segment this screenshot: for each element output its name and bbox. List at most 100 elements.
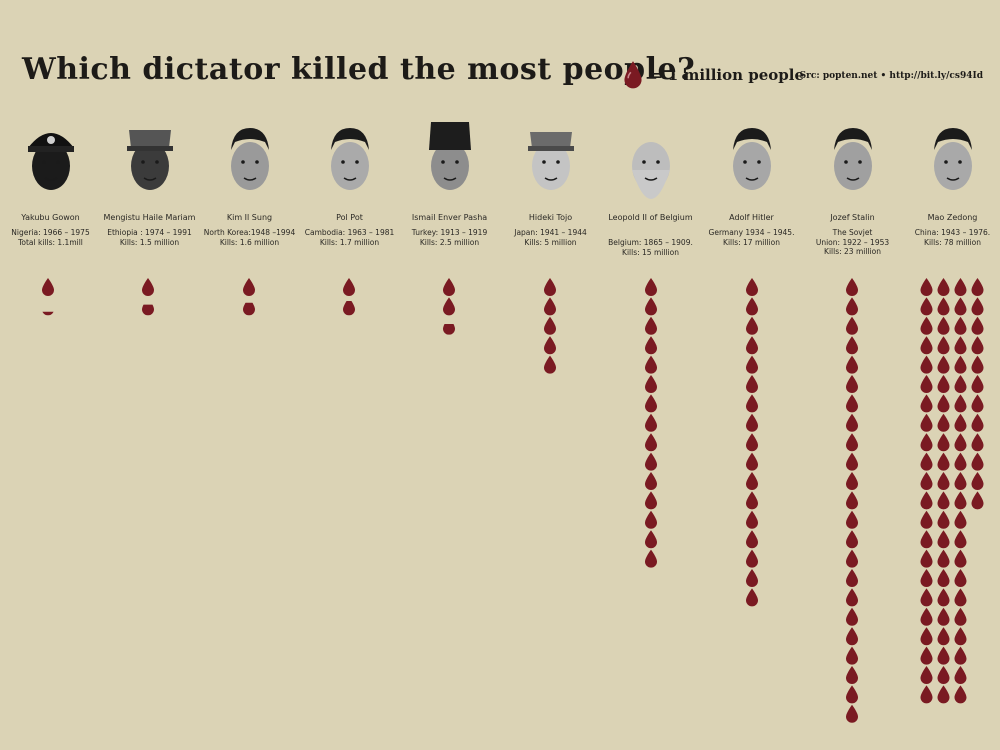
blood-drop-mark bbox=[846, 569, 858, 587]
blood-drop-mark bbox=[971, 394, 984, 413]
blood-drop-mark bbox=[746, 549, 758, 568]
blood-drop-mark bbox=[937, 413, 950, 432]
blood-drop-mark bbox=[937, 472, 950, 491]
blood-drop-mark bbox=[937, 685, 950, 704]
blood-drop-mark bbox=[937, 510, 950, 529]
dictator-column: Kim Il Sung North Korea:1948 –1994 Kills:… bbox=[199, 118, 300, 247]
blood-drop-mark bbox=[746, 569, 758, 587]
portrait-icon bbox=[631, 142, 670, 199]
blood-drop-mark bbox=[746, 278, 758, 296]
legend-label: = 1 million people bbox=[650, 66, 805, 84]
blood-drop-mark bbox=[920, 588, 933, 607]
dictator-name: Adolf Hitler bbox=[729, 213, 774, 222]
blood-drop-mark bbox=[746, 472, 758, 490]
blood-drop-mark bbox=[846, 685, 858, 704]
blood-drop-mark bbox=[544, 297, 556, 316]
blood-drop-mark bbox=[920, 549, 933, 568]
portrait-icon bbox=[126, 130, 173, 190]
blood-drop-mark bbox=[920, 336, 933, 355]
portrait-icon bbox=[428, 122, 471, 190]
dictator-name: Ismail Enver Pasha bbox=[411, 213, 488, 222]
blood-drop-mark bbox=[846, 627, 858, 646]
dictator-info: Japan: 1941 – 1944 Kills: 5 million bbox=[514, 228, 587, 247]
blood-drop-mark bbox=[971, 452, 984, 471]
blood-drop-mark bbox=[846, 491, 858, 510]
dictator-info: Nigeria: 1966 – 1975 Total kills: 1.1mil… bbox=[11, 228, 90, 247]
blood-drop-mark bbox=[846, 278, 858, 296]
blood-drop-mark bbox=[937, 627, 950, 646]
blood-drop-mark bbox=[746, 433, 758, 452]
blood-drop-mark bbox=[920, 472, 933, 491]
blood-drop-mark bbox=[954, 549, 967, 568]
blood-drop-mark bbox=[920, 452, 933, 471]
dictator-column: Hideki Tojo Japan: 1941 – 1944 Kills: 5 m… bbox=[500, 118, 601, 247]
blood-drop-mark bbox=[954, 316, 967, 335]
blood-drop-mark bbox=[937, 569, 950, 587]
blood-drop-partial-mark bbox=[343, 301, 355, 316]
blood-drop-mark bbox=[954, 646, 967, 665]
dictator-name: Jozef Stalin bbox=[830, 213, 875, 222]
blood-drop-mark bbox=[746, 491, 758, 510]
blood-drop-mark bbox=[971, 472, 984, 491]
blood-drop-mark bbox=[645, 530, 657, 549]
blood-drop-mark bbox=[937, 607, 950, 626]
dictator-column: Adolf Hitler Germany 1934 – 1945. Kills: … bbox=[701, 118, 802, 247]
portrait-icon bbox=[330, 128, 369, 190]
blood-drop-mark bbox=[954, 413, 967, 432]
blood-drop-mark bbox=[846, 510, 858, 529]
blood-drop-mark bbox=[954, 666, 967, 684]
blood-drop-mark bbox=[971, 433, 984, 452]
blood-drop-mark bbox=[954, 297, 967, 316]
blood-drop-mark bbox=[746, 413, 758, 432]
blood-drop-mark bbox=[954, 588, 967, 607]
blood-drop-mark bbox=[937, 666, 950, 684]
blood-drop-mark bbox=[937, 355, 950, 374]
blood-drop-mark bbox=[645, 297, 657, 316]
blood-drop-mark bbox=[971, 316, 984, 335]
dictator-info: The Sovjet Union: 1922 – 1953 Kills: 23 … bbox=[815, 228, 890, 256]
blood-drop-mark bbox=[920, 375, 933, 393]
dictator-name: Leopold II of Belgium bbox=[608, 213, 693, 222]
blood-drop-icon bbox=[624, 61, 642, 89]
blood-drop-mark bbox=[971, 336, 984, 355]
dictator-name: Hideki Tojo bbox=[528, 213, 573, 222]
blood-drop-mark bbox=[846, 394, 858, 413]
blood-drop-partial-mark bbox=[243, 302, 255, 316]
legend: = 1 million people bbox=[622, 60, 804, 90]
blood-drop-mark bbox=[937, 491, 950, 510]
blood-drop-mark bbox=[846, 530, 858, 549]
blood-drop-mark bbox=[746, 316, 758, 335]
blood-drop-mark bbox=[954, 627, 967, 646]
blood-drop-mark bbox=[846, 666, 858, 684]
blood-drop-mark bbox=[846, 297, 858, 316]
blood-drop-mark bbox=[920, 530, 933, 549]
dictator-info: Cambodia: 1963 – 1981 Kills: 1.7 million bbox=[304, 228, 395, 247]
source-credit: Src: popten.net • http://bit.ly/cs94Id bbox=[799, 71, 983, 81]
page-title: Which dictator killed the most people? bbox=[22, 52, 696, 87]
blood-drop-mark bbox=[937, 394, 950, 413]
portrait-icon bbox=[27, 133, 74, 190]
blood-drop-mark bbox=[920, 316, 933, 335]
blood-drop-mark bbox=[846, 452, 858, 471]
blood-drop-mark bbox=[846, 316, 858, 335]
blood-drop-mark bbox=[937, 530, 950, 549]
blood-drop-mark bbox=[645, 433, 657, 452]
blood-drop-partial-mark bbox=[443, 324, 455, 335]
blood-drop-mark bbox=[954, 510, 967, 529]
blood-drop-mark bbox=[846, 549, 858, 568]
blood-drop-mark bbox=[142, 278, 154, 296]
blood-drop-mark bbox=[937, 375, 950, 393]
blood-drop-mark bbox=[920, 355, 933, 374]
dictator-column: Pol Pot Cambodia: 1963 – 1981 Kills: 1.7 … bbox=[299, 118, 400, 247]
blood-drop-mark bbox=[746, 336, 758, 355]
blood-drop-mark bbox=[954, 472, 967, 491]
blood-drop-mark bbox=[971, 297, 984, 316]
dictator-info: Turkey: 1913 – 1919 Kills: 2.5 million bbox=[411, 228, 488, 247]
blood-drop-mark bbox=[920, 394, 933, 413]
blood-drop-mark bbox=[746, 355, 758, 374]
blood-drop-mark bbox=[920, 646, 933, 665]
portrait-icon bbox=[933, 128, 972, 190]
blood-drop-mark bbox=[746, 530, 758, 549]
blood-drop-mark bbox=[971, 375, 984, 393]
